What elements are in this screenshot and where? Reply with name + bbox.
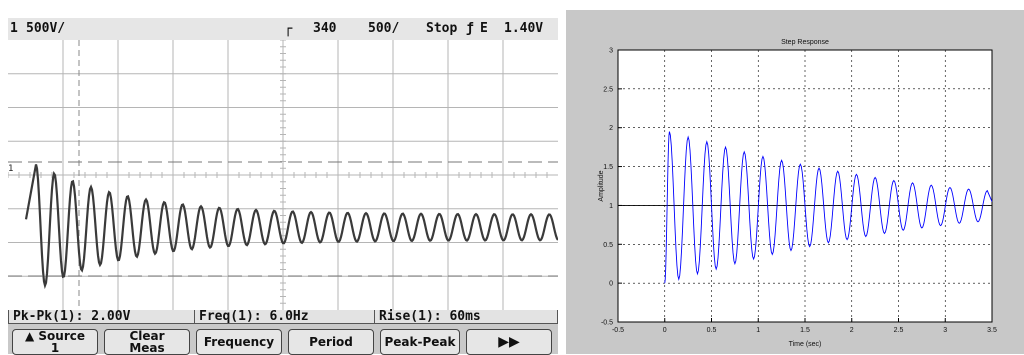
x-tick-label: 0.5 — [707, 327, 717, 334]
x-tick-label: 1.5 — [800, 327, 810, 334]
up-arrow-icon: ▲ — [24, 329, 35, 343]
y-tick-label: 2 — [609, 125, 613, 132]
step-response-chart: -0.5 0 0.5 1 1.5 2 2.5 3 3.5 -0.5 0 0.5 1 1.5 2 2.5 3 St… — [598, 39, 997, 348]
trigger-source: E — [480, 21, 488, 36]
x-tick-label: 1 — [756, 327, 760, 334]
y-tick-label: 1 — [609, 203, 613, 210]
y-tick-label: 1.5 — [603, 164, 613, 171]
volts-per-div: 500V/ — [26, 21, 66, 36]
scope-gridlines — [8, 40, 558, 310]
x-tick-label: 2 — [850, 327, 854, 334]
trigger-position-icon: ┌ — [284, 21, 293, 37]
frequency-softkey[interactable]: Frequency — [196, 329, 282, 355]
source-softkey[interactable]: ▲ Source 1 — [12, 329, 98, 355]
scope-trace — [24, 164, 558, 290]
x-tick-label: 3.5 — [987, 327, 997, 334]
matlab-figure: -0.5 0 0.5 1 1.5 2 2.5 3 3.5 -0.5 0 0.5 1 1.5 2 2.5 3 St… — [566, 10, 1024, 354]
y-tick-label: 0 — [609, 281, 613, 288]
period-softkey[interactable]: Period — [288, 329, 374, 355]
peak-peak-softkey[interactable]: Peak-Peak — [380, 329, 460, 355]
next-arrow-icon: ▶▶ — [498, 334, 520, 350]
time-position: 340 — [313, 21, 337, 36]
scope-status-bar: 1 500V/ ┌ 340 500/ Stop ƒ E 1.40V — [8, 18, 558, 40]
scope-grid: 1 — [8, 40, 558, 310]
x-tick-label: 2.5 — [894, 327, 904, 334]
measurement-pk-pk: Pk-Pk(1): 2.00V — [8, 310, 198, 324]
scope-waveform-area: 1 — [8, 40, 558, 310]
y-tick-label: -0.5 — [601, 320, 613, 327]
softkey-bar: ▲ Source 1 Clear Meas Frequency Period P… — [8, 327, 558, 355]
y-axis-label: Amplitude — [598, 170, 605, 201]
oscilloscope-display: 1 500V/ ┌ 340 500/ Stop ƒ E 1.40V 1 Pk-P… — [8, 18, 558, 355]
y-tick-label: 3 — [609, 48, 613, 55]
x-tick-label: 0 — [663, 327, 667, 334]
measurement-rise: Rise(1): 60ms — [374, 310, 558, 324]
next-page-softkey[interactable]: ▶▶ — [466, 329, 552, 355]
trigger-level: 1.40V — [504, 21, 544, 36]
x-tick-label: -0.5 — [612, 327, 624, 334]
run-state: Stop — [426, 21, 458, 36]
measurement-freq: Freq(1): 6.0Hz — [194, 310, 378, 324]
time-per-div: 500/ — [368, 21, 400, 36]
measurement-bar: Pk-Pk(1): 2.00V Freq(1): 6.0Hz Rise(1): … — [8, 310, 558, 324]
y-tick-label: 0.5 — [603, 242, 613, 249]
channel-number: 1 — [10, 21, 18, 36]
chart-title: Step Response — [781, 39, 829, 46]
trigger-edge-icon: ƒ — [466, 21, 474, 36]
ground-marker-icon: 1 — [8, 164, 13, 174]
x-axis-label: Time (sec) — [789, 341, 822, 348]
series-lines — [664, 131, 993, 284]
step-response-series — [664, 131, 993, 284]
axis-ticks: -0.5 0 0.5 1 1.5 2 2.5 3 3.5 -0.5 0 0.5 1 1.5 2 2.5 3 — [601, 48, 997, 335]
clear-meas-softkey[interactable]: Clear Meas — [104, 329, 190, 355]
y-tick-label: 2.5 — [603, 86, 613, 93]
x-tick-label: 3 — [943, 327, 947, 334]
